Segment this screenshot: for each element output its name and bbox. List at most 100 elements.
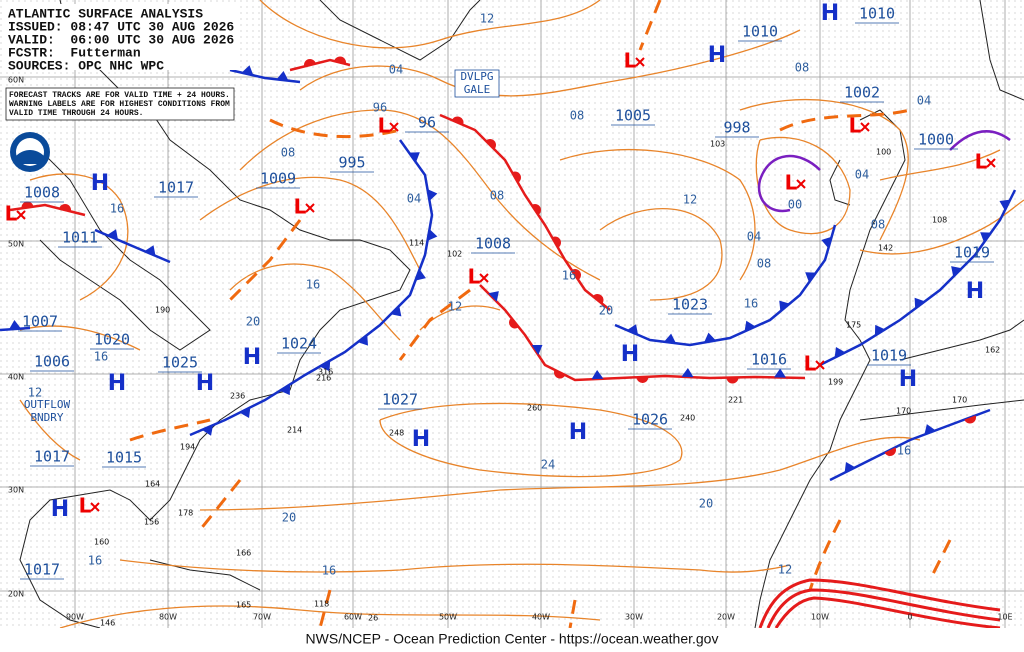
pressure-label: 1015 xyxy=(106,449,142,467)
pressure-label: 1008 xyxy=(24,184,60,202)
station-value: 108 xyxy=(932,216,947,225)
front-symbol xyxy=(821,236,832,249)
front-symbol xyxy=(664,333,676,344)
front-symbol xyxy=(884,447,896,457)
contour-label: 20 xyxy=(699,497,713,511)
front-symbol xyxy=(636,376,649,383)
latitude-label: 60N xyxy=(8,76,24,85)
low-symbol: L xyxy=(468,265,481,289)
pressure-label: 1027 xyxy=(382,391,418,409)
contour-label: 12 xyxy=(778,563,792,577)
contour-label: 08 xyxy=(871,218,885,232)
pressure-label: 1006 xyxy=(34,353,70,371)
contour-label: 12 xyxy=(480,12,494,26)
pressure-label: 1005 xyxy=(615,107,651,125)
pressure-label: 1024 xyxy=(281,335,317,353)
header-sources: SOURCES: OPC NHC WPC xyxy=(8,58,164,73)
station-value: 164 xyxy=(145,480,160,489)
low-cross xyxy=(635,57,645,67)
gale-label: DVLPG xyxy=(460,70,493,83)
station-value: 240 xyxy=(680,414,695,423)
front-symbol xyxy=(357,334,368,346)
front-symbol xyxy=(951,266,962,277)
contour-label: 16 xyxy=(110,202,124,216)
front-symbol xyxy=(509,317,519,329)
front-symbol xyxy=(779,300,790,312)
longitude-label: 50W xyxy=(439,613,457,622)
high-symbol: H xyxy=(412,427,430,452)
front-symbol xyxy=(427,189,438,201)
front-symbol xyxy=(626,324,639,335)
station-value: 166 xyxy=(236,549,251,558)
front-symbol xyxy=(774,368,786,378)
front-symbol xyxy=(834,346,846,358)
front-symbol xyxy=(9,320,21,330)
front-symbol xyxy=(488,291,499,302)
station-value: 170 xyxy=(896,407,911,416)
high-symbol: H xyxy=(51,497,69,522)
station-value: 114 xyxy=(409,239,424,248)
low-symbol: L xyxy=(975,150,988,174)
high-symbol: H xyxy=(569,420,587,445)
longitude-label: 20W xyxy=(717,613,735,622)
pressure-label: 1017 xyxy=(34,448,70,466)
header-title: ATLANTIC SURFACE ANALYSIS xyxy=(8,6,203,21)
station-value: 236 xyxy=(230,392,245,401)
front-symbol xyxy=(874,324,886,336)
high-symbol: H xyxy=(243,345,261,370)
pressure-label: 1025 xyxy=(162,354,198,372)
low-symbol: L xyxy=(294,195,307,219)
gale-label: GALE xyxy=(464,83,491,96)
pressure-label: 1009 xyxy=(260,170,296,188)
contour-label: 04 xyxy=(917,94,931,108)
station-value: 214 xyxy=(287,426,302,435)
front-symbol xyxy=(303,58,316,67)
high-symbol: H xyxy=(621,342,639,367)
footer: NWS/NCEP - Ocean Prediction Center - htt… xyxy=(306,631,719,647)
high-symbol: H xyxy=(108,371,126,396)
station-value: 178 xyxy=(178,509,193,518)
pressure-label: 96 xyxy=(418,114,436,132)
front-symbol xyxy=(279,384,291,396)
high-symbol: H xyxy=(899,367,917,392)
station-value: 156 xyxy=(144,518,159,527)
station-value: 194 xyxy=(180,443,195,452)
front-line xyxy=(189,139,434,437)
station-value: 221 xyxy=(728,396,743,405)
pressure-label: 1007 xyxy=(22,313,58,331)
front-symbol xyxy=(144,245,156,256)
contour-label: 12 xyxy=(448,300,462,314)
pressure-label: 1019 xyxy=(954,244,990,262)
contour-label: 00 xyxy=(788,198,802,212)
front-symbol xyxy=(704,332,716,343)
front-line xyxy=(94,228,171,264)
front-line xyxy=(819,189,1017,367)
contour-label: 20 xyxy=(282,511,296,525)
high-symbol: H xyxy=(821,1,839,26)
longitude-label: 30W xyxy=(625,613,643,622)
header-forecaster: FCSTR: Futterman xyxy=(8,45,141,60)
longitude-label: 10W xyxy=(811,613,829,622)
low-cross xyxy=(16,210,26,220)
longitude-label: 80W xyxy=(159,613,177,622)
contour-label: 16 xyxy=(562,269,576,283)
front-symbol xyxy=(415,269,426,281)
longitude-label: 40W xyxy=(532,613,550,622)
low-symbol: L xyxy=(804,352,817,376)
pressure-label: 1017 xyxy=(158,179,194,197)
station-value: 316 xyxy=(318,368,333,377)
contour-label: 04 xyxy=(855,168,869,182)
station-value: 100 xyxy=(876,148,891,157)
station-value: 175 xyxy=(846,321,861,330)
front-symbol xyxy=(844,461,856,473)
low-cross xyxy=(796,179,806,189)
note-line: VALID TIME THROUGH 24 HOURS. xyxy=(9,109,143,118)
front-symbol xyxy=(999,199,1011,211)
front-symbol xyxy=(552,236,561,248)
front-symbol xyxy=(571,269,581,280)
occluded-front xyxy=(757,130,1011,213)
front-symbol xyxy=(726,377,739,384)
high-symbol: H xyxy=(196,371,214,396)
front-symbol xyxy=(744,320,756,332)
note-line: WARNING LABELS ARE FOR HIGHEST CONDITION… xyxy=(9,100,230,109)
